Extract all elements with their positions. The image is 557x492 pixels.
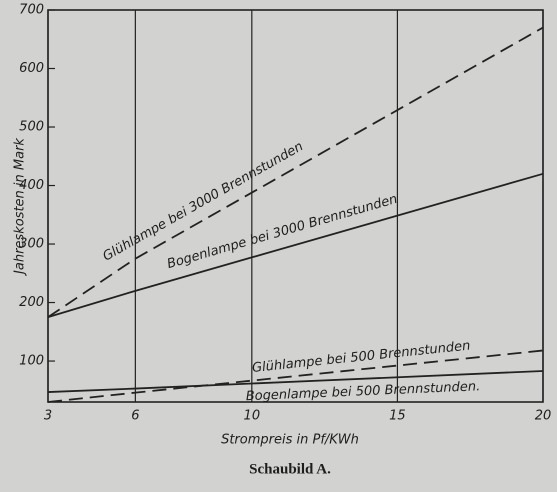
series-label: Glühlampe bei 500 Brennstunden bbox=[251, 339, 471, 376]
y-tick-label: 200 bbox=[19, 295, 44, 310]
y-tick-label: 700 bbox=[19, 3, 44, 18]
y-tick-label: 100 bbox=[19, 354, 44, 369]
x-axis-label: Strompreis in Pf/KWh bbox=[221, 433, 359, 448]
x-tick-label: 20 bbox=[535, 409, 552, 424]
x-tick-label: 15 bbox=[389, 409, 406, 424]
y-tick-label: 300 bbox=[19, 237, 44, 252]
series-line bbox=[47, 370, 544, 393]
series-label: Glühlampe bei 3000 Brennstunden bbox=[100, 139, 305, 264]
y-tick-label: 400 bbox=[19, 178, 44, 193]
y-axis-label: Jahreskosten in Mark bbox=[13, 138, 28, 277]
series-line bbox=[47, 172, 544, 319]
x-tick-label: 6 bbox=[131, 409, 139, 424]
y-tick-label: 500 bbox=[19, 120, 44, 135]
series-line bbox=[47, 26, 544, 318]
series-line bbox=[47, 349, 544, 403]
x-tick-label: 3 bbox=[44, 409, 52, 424]
caption: Schaubild A. bbox=[249, 461, 331, 477]
y-tick-label: 600 bbox=[19, 61, 44, 76]
x-tick-label: 10 bbox=[244, 409, 261, 424]
